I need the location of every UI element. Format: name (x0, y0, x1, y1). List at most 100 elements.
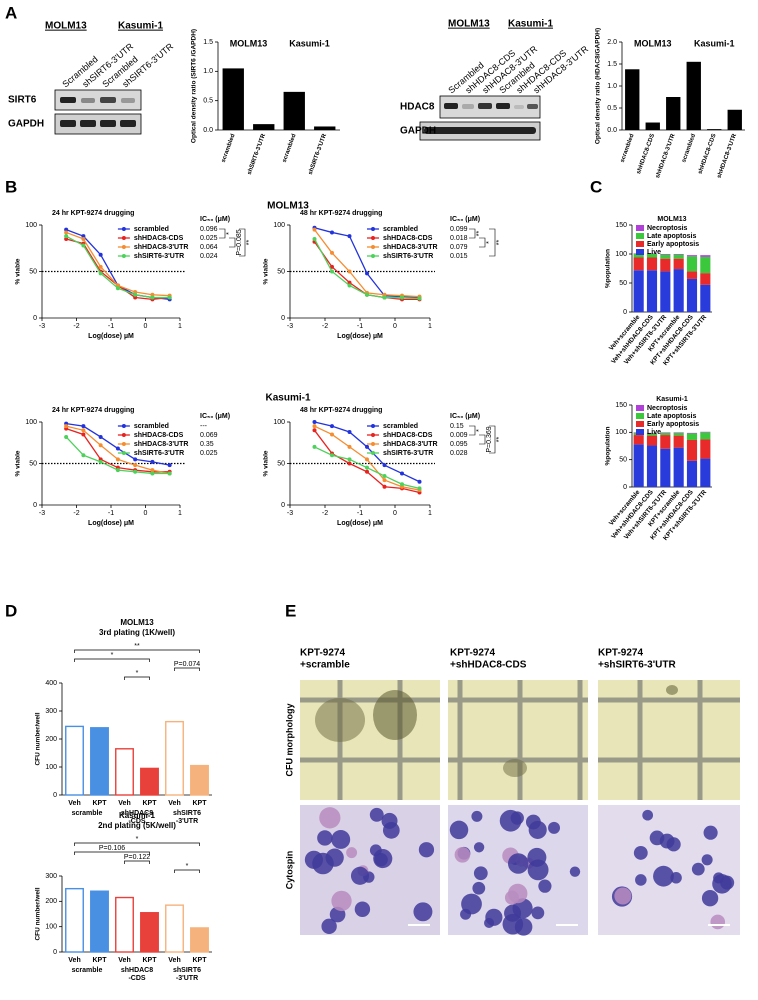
bar-segment (700, 284, 711, 312)
y-tick-label: 0 (281, 502, 285, 509)
ic50-value: 0.096 (200, 226, 218, 233)
bar-segment (646, 435, 658, 446)
panel-label: A (5, 3, 17, 22)
y-axis-label: % viable (263, 258, 270, 284)
y-tick-label: 100 (615, 429, 627, 436)
point (330, 269, 334, 274)
bar-segment (660, 432, 671, 436)
bracket (479, 434, 486, 445)
bar-segment (686, 256, 698, 272)
bracket (124, 676, 150, 680)
bar-segment (673, 447, 684, 487)
bar-segment (646, 257, 658, 271)
ic50-value: 0.099 (450, 226, 468, 233)
point (133, 457, 138, 462)
point (98, 459, 103, 464)
group-label: shSIRT6 (173, 810, 201, 817)
ic50-title: IC₅₀ (μM) (450, 413, 480, 420)
legend-marker (371, 227, 375, 231)
bracket (74, 658, 150, 662)
bar (115, 748, 134, 796)
point (330, 264, 334, 269)
y-axis-label: Optical density ratio (SIRT6 /GAPDH) (191, 29, 198, 143)
cell (701, 890, 719, 907)
y-tick-label: 50 (619, 280, 627, 287)
point (98, 252, 103, 257)
bracket (239, 228, 246, 257)
bar-segment (660, 254, 671, 259)
bar-segment (700, 255, 711, 257)
bar-segment (686, 255, 698, 257)
y-tick-label: 100 (25, 419, 37, 426)
legend-swatch (636, 413, 644, 419)
point (330, 250, 334, 255)
bar-segment (646, 270, 658, 312)
image-title: KPT-9274 (300, 648, 345, 659)
point (382, 478, 387, 483)
x-tick-label: 1 (428, 323, 432, 330)
point (167, 471, 172, 476)
cell (710, 914, 726, 930)
cell (614, 887, 632, 905)
chart-title: 24 hr KPT-9274 drugging (52, 407, 134, 414)
cell (373, 849, 393, 869)
cell (720, 875, 735, 890)
bar-segment (633, 254, 644, 258)
bracket (469, 425, 476, 436)
point (150, 468, 155, 473)
ic50-value: 0.079 (450, 244, 468, 251)
bar-segment (673, 269, 684, 312)
x-tick-label: Veh (68, 957, 80, 964)
legend-label: Necroptosis (647, 405, 688, 412)
cell (701, 854, 713, 866)
legend-marker (371, 245, 375, 249)
point (150, 295, 155, 300)
x-tick-label: -2 (322, 510, 328, 517)
significance: P=0.106 (99, 845, 125, 852)
bracket (479, 237, 486, 248)
bar-segment (660, 258, 671, 272)
bar-segment (700, 431, 711, 433)
bar (165, 720, 184, 796)
point (330, 230, 334, 235)
legend-swatch (636, 421, 644, 427)
point (347, 429, 352, 434)
blot-a1 (54, 89, 142, 135)
y-tick-label: 100 (273, 419, 285, 426)
point (150, 459, 155, 464)
bar-segment (673, 254, 684, 255)
x-tick-label: KPT (93, 800, 108, 807)
point (347, 444, 352, 449)
y-tick-label: 150 (615, 402, 627, 409)
chart-subtitle: 3rd plating (1K/well) (99, 628, 175, 637)
y-tick-label: 0.5 (203, 98, 213, 105)
point (115, 457, 120, 462)
cell (569, 866, 581, 877)
point (81, 424, 86, 429)
bracket (74, 851, 150, 855)
legend-swatch (636, 241, 644, 247)
bar (190, 927, 209, 953)
x-tick-label: -1 (108, 510, 114, 517)
legend-label: shHDAC8-3'UTR (383, 441, 438, 448)
chart-title: Kasumi-1 (656, 396, 688, 403)
y-tick-label: 150 (615, 222, 627, 229)
y-axis-label: CFU number/well (35, 712, 42, 765)
x-tick-label: Veh (168, 800, 180, 807)
legend-marker (121, 227, 126, 231)
x-tick-label: -3 (39, 323, 45, 330)
ic50-value: 0.024 (200, 253, 218, 260)
ic50-value: 0.15 (450, 423, 464, 430)
legend-label: shHDAC8-CDS (134, 432, 184, 439)
cell (331, 829, 351, 849)
cell (460, 908, 472, 920)
y-tick-label: 0 (33, 502, 37, 509)
point (347, 457, 352, 462)
legend-label: scrambled (134, 226, 169, 233)
point (133, 295, 138, 300)
legend-label: shSIRT6-3'UTR (134, 450, 184, 457)
point (312, 424, 317, 429)
bar-segment (660, 432, 671, 433)
chart-title: MOLM13 (657, 216, 686, 223)
point (347, 269, 352, 274)
